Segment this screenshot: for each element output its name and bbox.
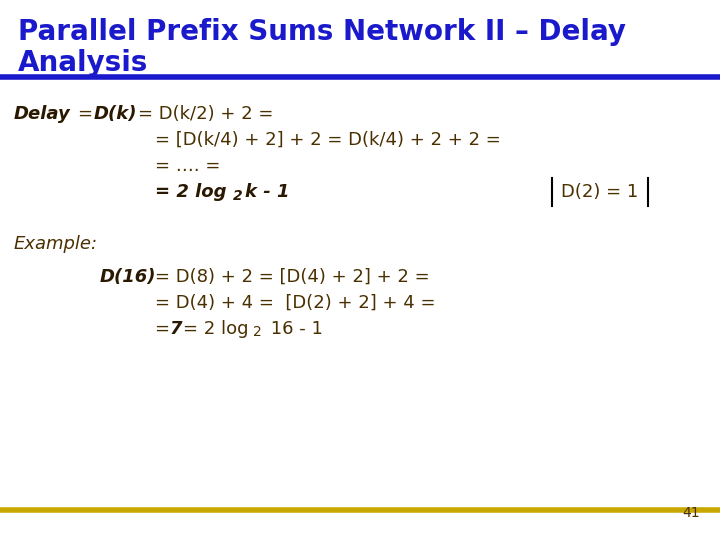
Text: = …. =: = …. = — [155, 157, 220, 175]
Text: 16 - 1: 16 - 1 — [265, 320, 323, 338]
Text: = D(8) + 2 = [D(4) + 2] + 2 =: = D(8) + 2 = [D(4) + 2] + 2 = — [155, 267, 430, 286]
Text: 41: 41 — [683, 506, 700, 520]
Text: Parallel Prefix Sums Network II – Delay: Parallel Prefix Sums Network II – Delay — [18, 18, 626, 46]
Text: D(16): D(16) — [100, 267, 156, 286]
Text: 2: 2 — [233, 189, 243, 203]
Text: Example:: Example: — [14, 235, 98, 253]
Text: = 2 log: = 2 log — [155, 183, 227, 201]
Text: =: = — [155, 320, 176, 338]
Text: D(2) = 1: D(2) = 1 — [562, 183, 639, 201]
Text: = D(4) + 4 =  [D(2) + 2] + 4 =: = D(4) + 4 = [D(2) + 2] + 4 = — [155, 294, 436, 312]
Text: Analysis: Analysis — [18, 49, 148, 77]
Text: =: = — [78, 105, 99, 123]
Text: D(k): D(k) — [94, 105, 138, 123]
Text: Delay: Delay — [14, 105, 71, 123]
Text: = D(k/2) + 2 =: = D(k/2) + 2 = — [138, 105, 274, 123]
Text: 2: 2 — [253, 326, 262, 340]
Text: k - 1: k - 1 — [245, 183, 289, 201]
Text: = [D(k/4) + 2] + 2 = D(k/4) + 2 + 2 =: = [D(k/4) + 2] + 2 = D(k/4) + 2 + 2 = — [155, 131, 500, 149]
Text: = 2 log: = 2 log — [183, 320, 248, 338]
Text: 7: 7 — [170, 320, 182, 338]
